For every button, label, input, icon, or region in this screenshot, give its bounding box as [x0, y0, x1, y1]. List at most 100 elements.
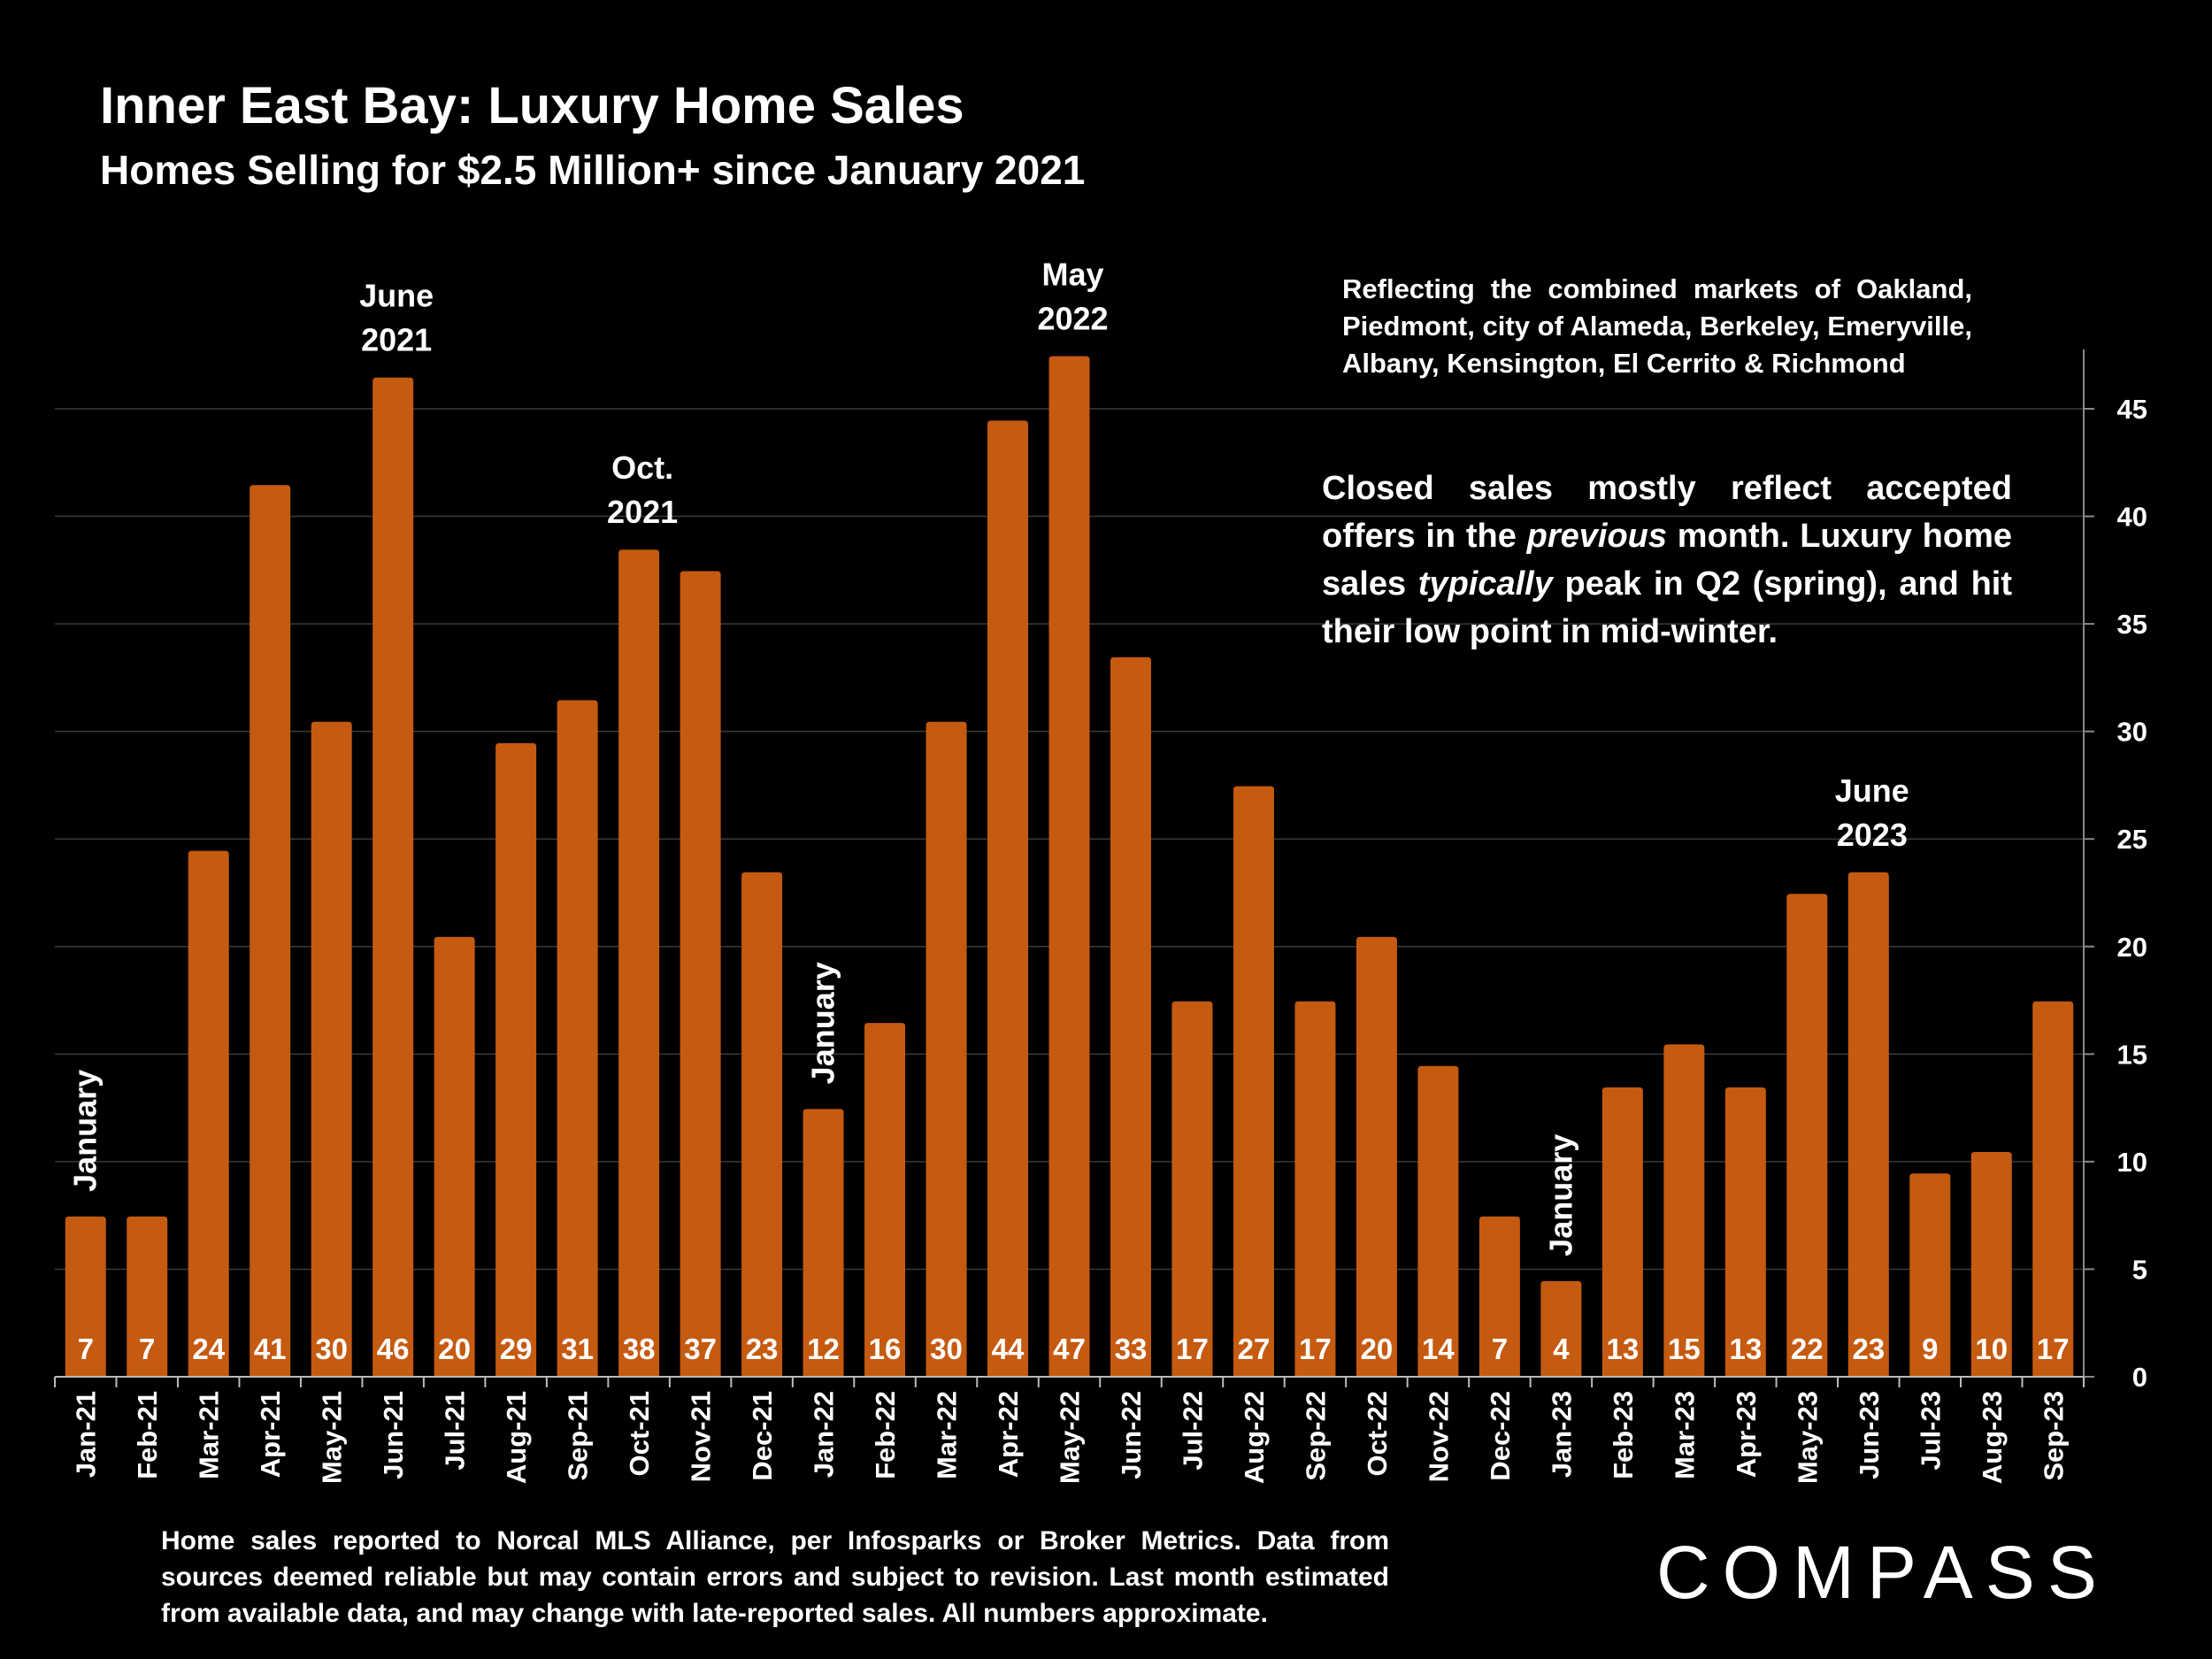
y-tick-label: 45 [2117, 394, 2147, 425]
bar-value-label: 17 [2037, 1333, 2070, 1365]
bar [311, 721, 352, 1377]
seasonality-note-part: peak in Q2 (spring), and hit their low p… [1322, 565, 2012, 650]
bar-value-label: 17 [1176, 1333, 1209, 1365]
bar-value-label: 16 [869, 1333, 902, 1365]
x-tick-label: May-21 [317, 1391, 348, 1484]
bar-value-label: 20 [1361, 1333, 1394, 1365]
annotation-label: 2021 [361, 322, 432, 358]
bar [1294, 1001, 1336, 1377]
seasonality-note-part: Closed sales mostly reflect accepted off… [1322, 470, 2012, 555]
bar [188, 850, 229, 1377]
bar [864, 1023, 906, 1377]
bar [803, 1109, 844, 1377]
seasonality-note-part: month. Luxury home sales [1322, 518, 2012, 603]
seasonality-note-emphasis: typically [1417, 565, 1553, 603]
x-tick-label: Oct-22 [1362, 1391, 1393, 1476]
axes: 0 5 10 15 20 25 30 35 40 45 Jan-21 Feb-21 Mar-21 Apr-… [54, 349, 2147, 1484]
chart-subtitle: Homes Selling for $2.5 Million+ since Ja… [100, 147, 1086, 193]
bar [127, 1216, 168, 1377]
x-tick-label: Nov-22 [1423, 1391, 1454, 1482]
bar [1171, 1001, 1213, 1377]
bar [434, 936, 475, 1377]
bar [250, 485, 291, 1377]
x-tick-label: Aug-21 [501, 1391, 532, 1484]
bar-value-label: 14 [1422, 1333, 1455, 1365]
bar [987, 420, 1029, 1378]
compass-logo-text: COMPASS [1656, 1531, 2109, 1610]
x-tick-label: Jun-21 [378, 1391, 409, 1479]
x-tick-label: May-23 [1792, 1391, 1823, 1484]
bar-value-label: 38 [623, 1333, 656, 1365]
x-tick-label: Apr-21 [255, 1391, 286, 1478]
annotation-label: May [1041, 256, 1103, 292]
bar [1909, 1173, 1951, 1377]
bar [1110, 657, 1151, 1377]
annotation-label: January [805, 962, 841, 1084]
bar [1601, 1087, 1643, 1377]
bar-value-label: 7 [78, 1333, 94, 1365]
bar-value-label: 27 [1238, 1333, 1271, 1365]
seasonality-note: Closed sales mostly reflect accepted off… [1322, 465, 2012, 656]
source-footnote: Home sales reported to Norcal MLS Allian… [161, 1526, 1389, 1628]
bar [557, 700, 598, 1377]
x-tick-label: Jan-22 [809, 1391, 840, 1478]
y-tick-label: 30 [2117, 717, 2147, 748]
bar-value-label: 47 [1053, 1333, 1086, 1365]
x-tick-label: Jul-21 [440, 1391, 471, 1471]
seasonality-note-emphasis: previous [1526, 518, 1668, 555]
bar [1356, 936, 1397, 1377]
bar-value-label: 33 [1115, 1333, 1148, 1365]
bar [1048, 356, 1090, 1378]
y-tick-label: 15 [2117, 1039, 2147, 1070]
y-tick-label: 5 [2132, 1254, 2147, 1285]
bar [2032, 1001, 2074, 1377]
x-tick-label: Jun-23 [1854, 1391, 1885, 1479]
x-tick-label: Dec-22 [1485, 1391, 1516, 1481]
bar [1540, 1280, 1582, 1377]
bar-value-label: 13 [1607, 1333, 1640, 1365]
value-labels: 7 7 24 41 30 46 20 29 31 38 37 23 12 16 30 44 47 33 17 27 17… [78, 1333, 2070, 1365]
x-tick-label: Mar-22 [932, 1391, 963, 1479]
bar-value-label: 30 [930, 1333, 963, 1365]
bar-value-label: 29 [500, 1333, 533, 1365]
bar-value-label: 23 [746, 1333, 779, 1365]
bar [495, 743, 537, 1377]
bar [1786, 894, 1828, 1377]
bar-value-label: 9 [1922, 1333, 1938, 1365]
x-tick-label: Sep-23 [2038, 1391, 2069, 1481]
bar [1233, 786, 1274, 1377]
x-tick-label: Sep-22 [1300, 1391, 1331, 1481]
bar [926, 721, 967, 1377]
bar-value-label: 31 [561, 1333, 594, 1365]
x-tick-label: Feb-21 [132, 1391, 163, 1479]
bar-value-label: 4 [1553, 1333, 1570, 1365]
x-tick-label: Jan-23 [1546, 1391, 1577, 1478]
x-tick-label: Apr-22 [993, 1391, 1024, 1478]
x-tick-label: Jan-21 [71, 1391, 102, 1478]
bar-value-label: 12 [807, 1333, 840, 1365]
annotation-label: June [1835, 772, 1909, 809]
bar [1663, 1044, 1705, 1377]
bar-value-label: 22 [1791, 1333, 1824, 1365]
annotation-label: June [359, 278, 434, 314]
bar-value-label: 20 [438, 1333, 471, 1365]
x-tick-label: Aug-22 [1239, 1391, 1270, 1484]
bar-value-label: 30 [315, 1333, 348, 1365]
x-tick-label: Nov-21 [686, 1391, 717, 1482]
x-tick-label: Oct-21 [624, 1391, 655, 1476]
bar-value-label: 7 [139, 1333, 155, 1365]
y-tick-label: 0 [2132, 1362, 2147, 1393]
bar [1724, 1087, 1766, 1377]
bar [618, 549, 660, 1377]
bar-value-label: 37 [684, 1333, 717, 1365]
y-tick-label: 25 [2117, 824, 2147, 855]
bar [741, 872, 783, 1377]
y-tick-label: 40 [2117, 502, 2147, 533]
y-tick-label: 20 [2117, 932, 2147, 963]
x-tick-label: Dec-21 [747, 1391, 778, 1481]
x-tick-label: Sep-21 [563, 1391, 594, 1481]
x-tick-label: Apr-23 [1731, 1391, 1762, 1478]
x-tick-label: Jul-23 [1915, 1391, 1946, 1471]
bar-value-label: 15 [1668, 1333, 1701, 1365]
